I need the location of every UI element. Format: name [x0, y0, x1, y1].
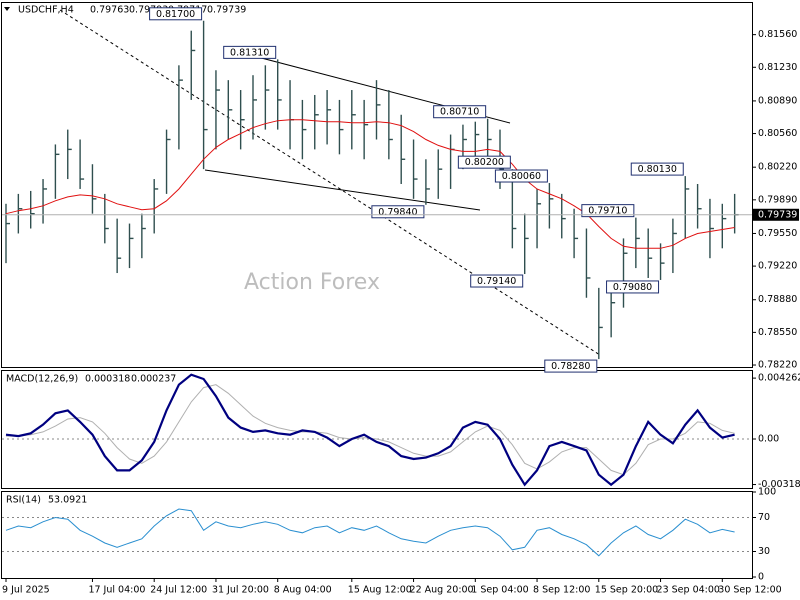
last-price-label: 0.79739	[758, 209, 797, 220]
last-price-box	[753, 208, 799, 221]
moving-average	[5, 119, 735, 249]
price-label: 0.81700	[156, 9, 195, 20]
y-tick-label: 0.79550	[758, 228, 797, 239]
price-label-box	[544, 359, 598, 373]
signal-value: 0.000237	[131, 374, 176, 385]
price-label-box	[630, 162, 684, 176]
x-tick-label: 31 Jul 20:00	[212, 585, 269, 596]
watermark: Action Forex	[244, 270, 380, 295]
rsi-line	[5, 508, 735, 557]
y-tick-label: 0.79890	[758, 194, 797, 205]
x-tick-label: 1 Sep 04:00	[471, 585, 528, 596]
x-tick-label: 17 Jul 04:00	[88, 585, 145, 596]
y-tick-label: 70	[758, 512, 770, 523]
price-label-box	[149, 7, 203, 21]
price-label-box	[433, 105, 487, 119]
price-label: 0.79840	[378, 207, 417, 218]
trend-line	[59, 9, 601, 356]
x-tick-label: 15 Aug 12:00	[348, 585, 412, 596]
price-label-box	[606, 280, 660, 294]
y-tick-label: 0.79220	[758, 261, 797, 272]
y-tick-label: 0	[758, 572, 764, 583]
x-tick-label: 30 Sep 12:00	[718, 585, 781, 596]
price-label-box	[581, 204, 635, 218]
y-tick-label: 0.78550	[758, 327, 797, 338]
y-tick-label: 0.80220	[758, 162, 797, 173]
price-label: 0.80200	[465, 157, 504, 168]
macd-panel	[1, 370, 753, 489]
y-tick-label: 0.00	[758, 434, 779, 445]
price-label: 0.79140	[477, 276, 516, 287]
y-tick-label: -0.003188	[758, 479, 800, 490]
y-tick-label: 0.80560	[758, 128, 797, 139]
price-label-box	[470, 274, 524, 288]
price-label: 0.80130	[638, 164, 677, 175]
y-tick-label: 0.81230	[758, 62, 797, 73]
y-tick-label: 0.81560	[758, 29, 797, 40]
x-tick-label: 24 Jul 12:00	[150, 585, 207, 596]
x-tick-label: 8 Sep 12:00	[533, 585, 590, 596]
rsi-panel	[1, 491, 753, 579]
price-label: 0.79710	[588, 206, 627, 217]
close-value: 0.79739	[207, 5, 246, 16]
macd-value: 0.000318	[85, 374, 130, 385]
x-tick-label: 22 Aug 20:00	[410, 585, 474, 596]
price-label: 0.80060	[502, 171, 541, 182]
rsi-title: RSI(14)	[6, 495, 41, 506]
y-tick-label: 0.78220	[758, 360, 797, 371]
x-tick-label: 15 Sep 20:00	[595, 585, 658, 596]
symbol-title: USDCHF,H4	[18, 5, 74, 16]
price-label-box	[494, 169, 548, 183]
menu-icon[interactable]	[4, 7, 10, 11]
trend-line	[204, 169, 481, 211]
y-tick-label: 30	[758, 546, 770, 557]
macd-title: MACD(12,26,9)	[6, 374, 78, 385]
price-panel	[1, 2, 753, 368]
high-value: 0.79793	[129, 5, 168, 16]
open-value: 0.79763	[90, 5, 129, 16]
y-tick-label: 0.004262	[758, 373, 800, 384]
y-tick-label: 0.78880	[758, 294, 797, 305]
x-tick-label: 23 Sep 04:00	[657, 585, 720, 596]
rsi-value: 53.0921	[48, 495, 87, 506]
macd-line	[5, 373, 735, 487]
price-label: 0.81310	[230, 47, 269, 58]
price-label: 0.78280	[551, 361, 590, 372]
y-tick-label: 0.80890	[758, 95, 797, 106]
x-tick-label: 8 Aug 04:00	[274, 585, 332, 596]
x-tick-label: 9 Jul 2025	[2, 585, 50, 596]
price-label: 0.79080	[613, 282, 652, 293]
price-label: 0.80710	[440, 107, 479, 118]
y-tick-label: 100	[758, 487, 776, 498]
price-label-box	[223, 45, 277, 59]
price-label-box	[457, 155, 511, 169]
